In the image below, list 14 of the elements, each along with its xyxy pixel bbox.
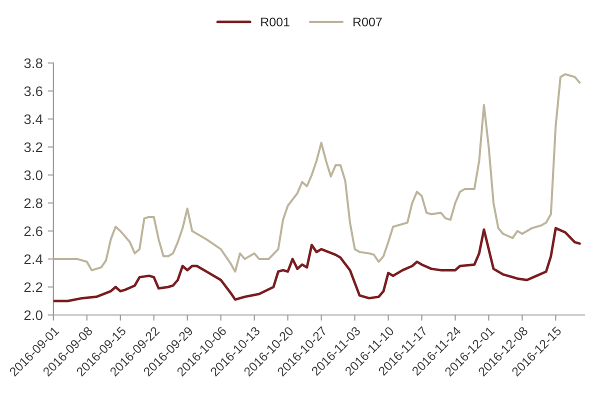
y-tick-label: 2.8 [24,198,42,208]
line-series [53,226,581,302]
y-tick-label: 2.0 [24,310,42,320]
y-tick-label: 3.8 [24,58,42,68]
legend-label: R001 [261,18,290,26]
y-tick-label: 3.4 [24,114,43,124]
legend-label: R007 [354,18,382,26]
y-tick-label: 3.0 [24,170,42,180]
y-tick-label: 2.4 [24,254,43,264]
y-tick-label: 2.2 [24,282,42,292]
y-tick-label: 2.6 [24,226,42,236]
y-tick-label: 3.6 [24,86,42,96]
y-tick-label: 3.2 [24,142,42,152]
line-series [53,73,581,273]
